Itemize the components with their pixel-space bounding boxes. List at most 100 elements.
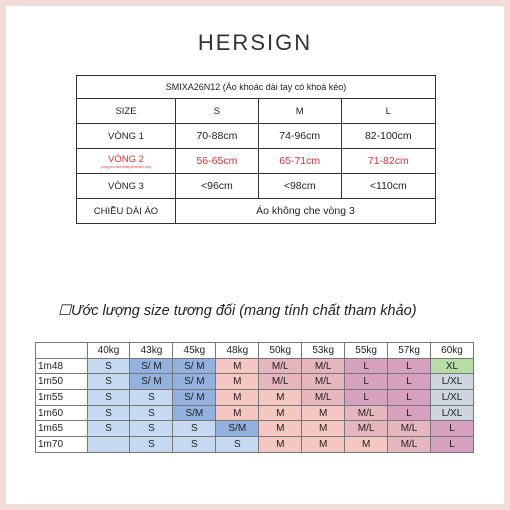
row-vong-1: VÒNG 1 70-88cm 74-96cm 82-100cm xyxy=(76,123,437,149)
value-m: 74-96cm xyxy=(257,123,342,149)
weight-header: 48kg xyxy=(215,342,260,359)
fit-caption: ☐Ước lượng size tương đối (mang tính chấ… xyxy=(58,303,417,319)
size-cell: M xyxy=(301,436,346,453)
height-label: 1m55 xyxy=(35,389,88,406)
size-cell: S/M xyxy=(215,420,260,438)
size-cell: M xyxy=(258,404,303,422)
size-cell: S/ M xyxy=(172,357,217,375)
size-cell: S xyxy=(86,389,131,406)
size-cell: M/L xyxy=(258,357,303,375)
size-cell: S/ M xyxy=(129,357,174,375)
size-cell: L xyxy=(344,373,389,391)
size-table-title: SMIXA26N12 (Áo khoác dài tay có khoá kéo… xyxy=(76,75,436,99)
height-label: 1m50 xyxy=(35,373,88,391)
value-m: <98cm xyxy=(257,173,342,199)
size-cell: L xyxy=(344,389,389,406)
size-cell: L/XL xyxy=(430,404,474,422)
size-cell: L xyxy=(387,357,432,375)
fit-header-row: 40kg 43kg 45kg 48kg 50kg 53kg 55kg 57kg 60kg xyxy=(35,342,474,359)
brand-logo: HERSIGN xyxy=(197,30,313,55)
size-cell: M/L xyxy=(301,373,346,391)
size-cell: M xyxy=(301,404,346,422)
row-vong-3: VÒNG 3 <96cm <98cm <110cm xyxy=(76,173,437,199)
value-m: 65-71cm xyxy=(257,148,342,174)
size-cell: S/ M xyxy=(172,373,217,391)
fit-row: 1m60 S S S/M M M M M/L L L/XL xyxy=(35,404,474,422)
size-cell: M/L xyxy=(258,373,303,391)
weight-header: 53kg xyxy=(301,342,346,359)
size-cell: L xyxy=(387,404,432,422)
row-label: VÒNG 3 xyxy=(76,173,176,199)
size-cell: S xyxy=(86,357,131,375)
height-label: 1m65 xyxy=(35,420,88,438)
size-cell: M/L xyxy=(344,420,389,438)
checkbox-icon: ☐ xyxy=(58,303,71,319)
fit-body: 1m48 S S/ M S/ M M M/L M/L L L XL 1m50 S S/ M S/ M M M/… xyxy=(35,357,474,453)
size-cell: M/L xyxy=(387,420,432,438)
length-value: Áo không che vòng 3 xyxy=(175,198,436,224)
fit-row: 1m48 S S/ M S/ M M M/L M/L L L XL xyxy=(35,357,474,375)
value-l: 82-100cm xyxy=(340,123,437,149)
size-cell: M xyxy=(215,357,260,375)
size-cell: S xyxy=(129,389,174,406)
fit-row: 1m70 S S S M M M M/L L xyxy=(35,436,474,453)
size-cell: M/L xyxy=(301,357,346,375)
height-label: 1m48 xyxy=(35,357,88,375)
fit-row: 1m55 S S S/ M M M M/L L L L/XL xyxy=(35,389,474,406)
size-cell: S/M xyxy=(172,404,217,422)
weight-header: 43kg xyxy=(129,342,174,359)
size-cell: L xyxy=(387,389,432,406)
size-cell: L xyxy=(430,436,474,453)
size-cell: S xyxy=(129,404,174,422)
weight-header: 45kg xyxy=(172,342,217,359)
size-cell xyxy=(86,436,131,453)
fit-row: 1m50 S S/ M S/ M M M/L M/L L L L/XL xyxy=(35,373,474,391)
corner-cell xyxy=(35,342,88,359)
size-cell: M xyxy=(215,389,260,406)
weight-header: 50kg xyxy=(258,342,303,359)
row-vong-2: VÒNG 2 (vòng eo nhỏ nhất phía trên rốn) … xyxy=(76,148,437,174)
size-cell: S/ M xyxy=(129,373,174,391)
size-header-l: L xyxy=(340,98,437,124)
size-cell: L/XL xyxy=(430,373,474,391)
size-cell: S xyxy=(86,404,131,422)
size-cell: M xyxy=(258,436,303,453)
size-header-m: M xyxy=(257,98,342,124)
size-cell: M xyxy=(301,420,346,438)
value-s: 56-65cm xyxy=(175,148,259,174)
value-s: 70-88cm xyxy=(175,123,259,149)
row-length: CHIỀU DÀI ÁO Áo không che vòng 3 xyxy=(76,198,436,224)
size-cell: L xyxy=(387,373,432,391)
weight-header: 60kg xyxy=(430,342,474,359)
size-cell: M/L xyxy=(301,389,346,406)
height-label: 1m70 xyxy=(35,436,88,453)
caption-text: Ước lượng size tương đối (mang tính chất… xyxy=(71,303,417,319)
size-cell: L xyxy=(430,420,474,438)
size-cell: XL xyxy=(430,357,474,375)
size-table: SMIXA26N12 (Áo khoác dài tay có khoá kéo… xyxy=(76,75,437,224)
weight-header: 40kg xyxy=(86,342,131,359)
fit-table: 40kg 43kg 45kg 48kg 50kg 53kg 55kg 57kg 60kg 1m4… xyxy=(35,342,474,453)
size-cell: M/L xyxy=(387,436,432,453)
row-label-cell: VÒNG 2 (vòng eo nhỏ nhất phía trên rốn) xyxy=(76,148,176,174)
size-cell: S/ M xyxy=(172,389,217,406)
size-cell: L/XL xyxy=(430,389,474,406)
size-cell: M/L xyxy=(344,404,389,422)
fit-row: 1m65 S S S S/M M M M/L M/L L xyxy=(35,420,474,438)
size-cell: M xyxy=(215,373,260,391)
size-cell: M xyxy=(258,420,303,438)
size-cell: S xyxy=(172,436,217,453)
length-label: CHIỀU DÀI ÁO xyxy=(76,198,176,224)
size-cell: S xyxy=(215,436,260,453)
weight-header: 57kg xyxy=(387,342,432,359)
size-cell: S xyxy=(86,420,131,438)
size-header-s: S xyxy=(175,98,259,124)
size-cell: S xyxy=(129,436,174,453)
size-cell: S xyxy=(86,373,131,391)
row-label: VÒNG 2 xyxy=(108,153,144,165)
size-cell: S xyxy=(129,420,174,438)
size-header-size: SIZE xyxy=(76,98,176,124)
size-cell: L xyxy=(344,357,389,375)
row-label: VÒNG 1 xyxy=(76,123,176,149)
